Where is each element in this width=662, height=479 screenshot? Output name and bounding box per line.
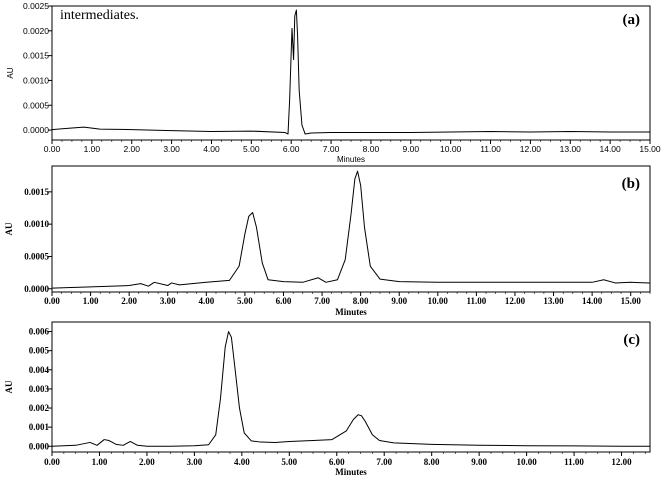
x-tick-label: 8.00 [363,144,380,154]
x-tick-label: 12.00 [611,457,632,467]
x-tick-label: 14.00 [582,296,603,306]
plot-frame [51,165,651,293]
x-tick-label: 0.00 [44,144,61,154]
y-tick-label: 0.0010 [23,75,49,85]
x-tick-label: 6.00 [276,296,292,306]
plot-frame [51,321,651,453]
panel-a: 0.00 1.00 2.00 3.00 4.00 5.00 6.00 7.00 8.00 9.00… [6,1,661,164]
y-tick-label: 0.004 [29,365,50,375]
chromatogram-trace [51,9,650,135]
x-tick-label: 9.00 [391,296,407,306]
x-tick-label: 8.00 [424,457,440,467]
x-tick-label: 6.00 [329,457,345,467]
y-tick-label: 0.0015 [23,51,49,61]
x-tick-label: 3.00 [163,144,180,154]
x-tick-label: 11.00 [467,296,487,306]
panel-label: (b) [622,176,640,192]
y-tick-label: 0.002 [29,403,50,413]
x-tick-label: 10.00 [428,296,449,306]
x-tick-label: 9.00 [471,457,487,467]
x-tick-label: 0.00 [44,296,60,306]
y-tick-label: 0.000 [29,441,50,451]
x-tick-label: 12.00 [505,296,526,306]
x-tick-label: 15.00 [639,144,661,154]
x-tick-label: 5.00 [243,144,260,154]
y-tick-label: 0.0020 [23,26,49,36]
y-axis-title: AU [4,222,14,235]
y-tick-label: 0.003 [29,384,50,394]
x-tick-label: 14.00 [599,144,621,154]
x-tick-label: 6.00 [283,144,300,154]
y-tick-label: 0.0005 [24,251,49,261]
annotation-text: intermediates. [60,8,139,23]
x-tick-label: 11.00 [564,457,584,467]
x-tick-label: 0.00 [44,457,60,467]
plot-frame [51,5,651,141]
x-tick-label: 7.00 [323,144,340,154]
x-tick-label: 2.00 [123,144,140,154]
y-tick-label: 0.0000 [24,284,49,294]
x-tick-label: 3.00 [187,457,203,467]
y-axis-title: AU [4,380,14,393]
x-axis-title: Minutes [335,467,367,477]
y-tick-label: 0.0015 [24,187,49,197]
y-tick-label: 0.001 [29,422,50,432]
y-tick-label: 0.0025 [23,1,49,11]
y-tick-label: 0.0005 [23,100,49,110]
y-tick-label: 0.006 [29,327,50,337]
y-tick-label: 0.0000 [23,125,49,135]
x-tick-label: 13.00 [543,296,564,306]
panel-b: 0.00 1.00 2.00 3.00 4.00 5.00 6.00 7.00 8.00 9.00… [4,165,651,317]
y-tick-label: 0.005 [29,346,50,356]
x-tick-label: 9.00 [403,144,420,154]
x-tick-label: 12.00 [520,144,542,154]
x-tick-label: 1.00 [83,296,99,306]
chromatogram-trace [51,331,650,447]
chromatogram-trace [51,170,651,289]
x-tick-label: 10.00 [516,457,537,467]
x-tick-label: 11.00 [480,144,501,154]
x-tick-label: 8.00 [353,296,369,306]
x-tick-label: 3.00 [160,296,176,306]
x-tick-label: 2.00 [139,457,155,467]
x-tick-label: 10.00 [440,144,462,154]
x-tick-label: 5.00 [281,457,297,467]
x-tick-label: 4.00 [198,296,214,306]
x-tick-label: 7.00 [314,296,330,306]
x-tick-label: 1.00 [92,457,108,467]
x-axis-title: Minutes [335,307,367,317]
x-tick-label: 5.00 [237,296,253,306]
x-tick-label: 4.00 [203,144,220,154]
panel-c: 0.00 1.00 2.00 3.00 4.00 5.00 6.00 7.00 8.00 9.00… [4,321,651,477]
x-tick-label: 13.00 [560,144,582,154]
y-tick-label: 0.0010 [24,219,49,229]
x-tick-label: 1.00 [84,144,101,154]
x-tick-label: 2.00 [121,296,137,306]
x-tick-label: 15.00 [621,296,642,306]
y-axis-title: AU [6,67,15,78]
panel-label: (a) [623,12,641,28]
x-axis-title: Minutes [337,155,365,164]
x-tick-label: 4.00 [234,457,250,467]
panel-label: (c) [623,332,640,348]
x-tick-label: 7.00 [376,457,392,467]
